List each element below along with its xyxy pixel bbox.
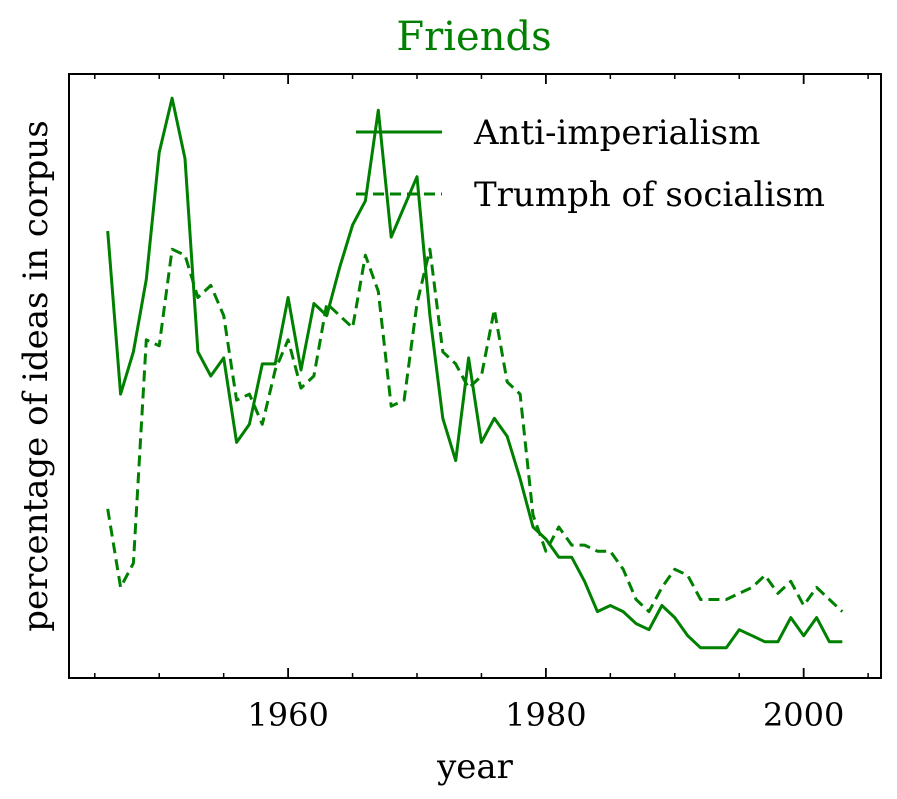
x-tick-label: 1960: [247, 696, 328, 734]
major-ticks: [287, 74, 805, 678]
minor-ticks: [94, 74, 869, 678]
y-axis-label: percentage of ideas in corpus: [16, 120, 56, 631]
x-tick-label: 1980: [505, 696, 586, 734]
plot-area: [68, 73, 882, 679]
plot-frame: [68, 73, 882, 679]
series-line-2: [106, 247, 844, 614]
chart-title: Friends: [396, 14, 551, 60]
x-axis-label: year: [436, 747, 514, 787]
legend-label: Trumph of socialism: [474, 175, 825, 215]
x-tick-labels: 1960 1980 2000: [247, 696, 844, 734]
legend-label: Anti-imperialism: [473, 113, 760, 153]
series-line-1: [106, 96, 843, 650]
series-layer: [106, 96, 844, 650]
legend: Anti-imperialism Trumph of socialism: [356, 113, 825, 215]
x-tick-label: 2000: [763, 696, 844, 734]
